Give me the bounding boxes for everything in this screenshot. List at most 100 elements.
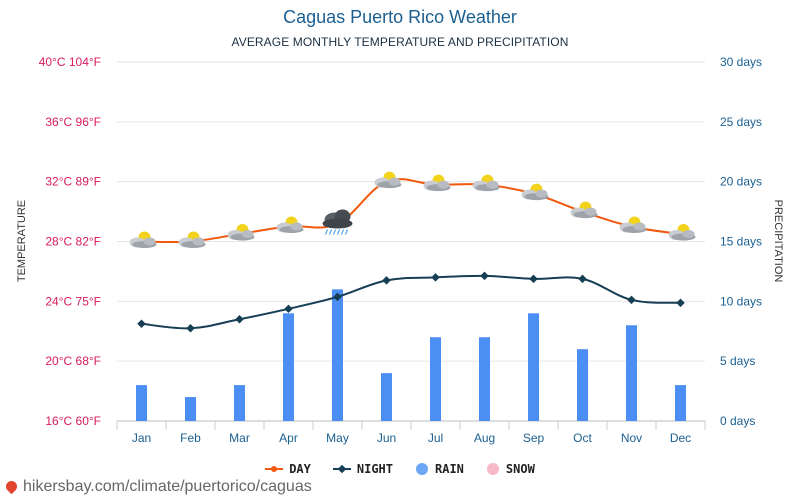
partly-cloudy-icon bbox=[227, 224, 255, 241]
legend-rain[interactable]: RAIN bbox=[415, 462, 464, 476]
x-tick-label: Jan bbox=[132, 431, 151, 445]
legend: DAY NIGHT RAIN SNOW bbox=[0, 462, 800, 476]
location-pin-icon bbox=[3, 478, 20, 494]
partly-cloudy-icon bbox=[619, 216, 647, 234]
source-text: hikersbay.com/climate/puertorico/caguas bbox=[23, 478, 312, 495]
night-point bbox=[627, 295, 636, 305]
rain-bar bbox=[577, 349, 588, 421]
left-tick-label: 40°C 104°F bbox=[39, 55, 101, 69]
night-point bbox=[333, 292, 342, 302]
night-point bbox=[186, 324, 195, 333]
cloud-part bbox=[290, 222, 303, 231]
right-tick-label: 20 days bbox=[720, 175, 762, 189]
night-point bbox=[235, 315, 244, 324]
chart-title: Caguas Puerto Rico Weather bbox=[283, 7, 517, 27]
rain-bar bbox=[675, 385, 686, 421]
thunderstorm-icon bbox=[322, 209, 353, 235]
x-tick-label: Jun bbox=[377, 431, 396, 445]
rain-drop bbox=[340, 229, 345, 235]
rain-bar bbox=[283, 313, 294, 421]
night-point bbox=[480, 271, 489, 281]
partly-cloudy-icon bbox=[178, 231, 206, 248]
left-tick-label: 32°C 89°F bbox=[45, 175, 101, 189]
right-tick-label: 25 days bbox=[720, 115, 762, 129]
legend-snow[interactable]: SNOW bbox=[486, 462, 535, 476]
weather-chart: 16°C 60°F 0 days 20°C 68°F 5 days 24°C 75°F 1… bbox=[16, 55, 784, 445]
rain-drop bbox=[328, 229, 333, 235]
legend-night-label: NIGHT bbox=[356, 462, 393, 476]
night-point bbox=[284, 304, 293, 314]
night-point bbox=[137, 319, 146, 329]
rain-bar bbox=[479, 337, 490, 421]
night-point bbox=[382, 276, 391, 285]
rain-bar bbox=[332, 289, 343, 421]
x-tick-label: Sep bbox=[523, 431, 545, 445]
right-tick-label: 0 days bbox=[720, 414, 755, 428]
rain-bar bbox=[234, 385, 245, 421]
day-line bbox=[141, 178, 681, 244]
right-tick-label: 30 days bbox=[720, 55, 762, 69]
left-tick-label: 16°C 60°F bbox=[45, 414, 101, 428]
cloud-part bbox=[143, 237, 156, 246]
night-line bbox=[141, 274, 681, 330]
rain-bar bbox=[185, 397, 196, 421]
chart-subtitle: AVERAGE MONTHLY TEMPERATURE AND PRECIPIT… bbox=[231, 35, 569, 49]
rain-bar bbox=[381, 373, 392, 421]
legend-rain-label: RAIN bbox=[435, 462, 464, 476]
source-link[interactable]: hikersbay.com/climate/puertorico/caguas bbox=[3, 478, 312, 496]
rain-bar bbox=[136, 385, 147, 421]
partly-cloudy-icon bbox=[129, 231, 157, 248]
night-line-icon bbox=[332, 464, 351, 474]
partly-cloudy-icon bbox=[668, 224, 696, 241]
partly-cloudy-icon bbox=[570, 201, 598, 219]
cloud-part bbox=[584, 207, 597, 216]
rain-bar bbox=[430, 337, 441, 421]
left-tick-label: 28°C 82°F bbox=[45, 235, 101, 249]
partly-cloudy-icon bbox=[374, 171, 402, 189]
x-tick-label: Dec bbox=[670, 431, 691, 445]
partly-cloudy-icon bbox=[472, 174, 500, 192]
cloud-part bbox=[241, 230, 254, 239]
legend-day-label: DAY bbox=[289, 462, 311, 476]
night-point bbox=[578, 274, 587, 284]
legend-night[interactable]: NIGHT bbox=[332, 462, 393, 476]
y-axis-title-left: TEMPERATURE bbox=[16, 200, 28, 282]
rain-dot-icon bbox=[416, 463, 428, 475]
x-tick-label: Jul bbox=[428, 431, 443, 445]
night-point bbox=[529, 274, 538, 284]
x-tick-label: Aug bbox=[474, 431, 495, 445]
rain-drop bbox=[344, 229, 349, 235]
right-tick-label: 10 days bbox=[720, 294, 762, 308]
x-tick-label: Feb bbox=[180, 431, 201, 445]
snow-dot-icon bbox=[486, 463, 499, 475]
legend-snow-label: SNOW bbox=[505, 462, 535, 476]
cloud-part bbox=[486, 180, 499, 189]
day-line-icon bbox=[265, 466, 284, 472]
storm-cloud-part bbox=[322, 218, 353, 229]
cloud-part bbox=[535, 189, 548, 198]
partly-cloudy-icon bbox=[276, 216, 304, 234]
rain-drop bbox=[332, 229, 337, 235]
x-tick-label: Mar bbox=[229, 431, 250, 445]
right-tick-label: 15 days bbox=[720, 235, 762, 249]
x-tick-label: Apr bbox=[279, 431, 298, 445]
rain-drop bbox=[324, 229, 329, 235]
left-tick-label: 36°C 96°F bbox=[45, 115, 101, 129]
x-tick-label: Nov bbox=[621, 431, 642, 445]
cloud-part bbox=[682, 230, 695, 239]
night-point bbox=[431, 273, 440, 282]
x-tick-label: May bbox=[326, 431, 349, 445]
left-tick-label: 20°C 68°F bbox=[45, 354, 101, 368]
y-axis-title-right: PRECIPITATION bbox=[772, 200, 784, 283]
night-point bbox=[676, 298, 685, 308]
rain-drop bbox=[336, 229, 341, 235]
cloud-part bbox=[388, 177, 401, 186]
cloud-part bbox=[192, 237, 205, 246]
legend-day[interactable]: DAY bbox=[265, 462, 311, 476]
partly-cloudy-icon bbox=[521, 183, 549, 201]
cloud-part bbox=[437, 180, 450, 189]
x-tick-label: Oct bbox=[573, 431, 592, 445]
rain-bar bbox=[626, 325, 637, 421]
cloud-part bbox=[633, 222, 646, 231]
rain-bar bbox=[528, 313, 539, 421]
